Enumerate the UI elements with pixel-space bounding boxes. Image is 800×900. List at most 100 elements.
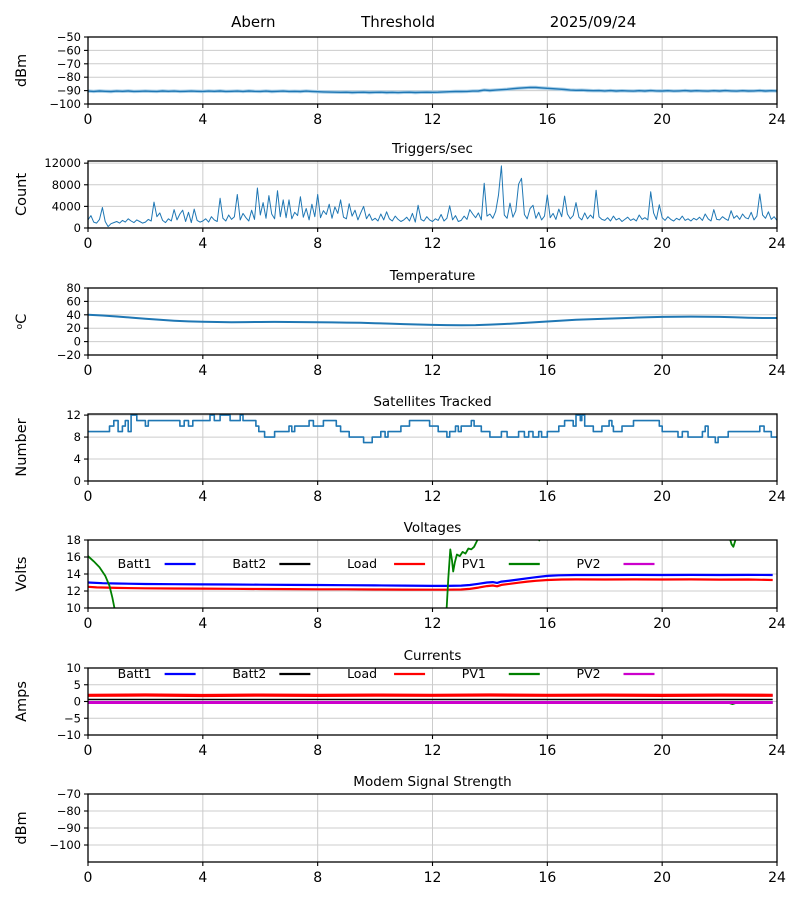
- series-Load: [88, 578, 773, 591]
- series-Load: [88, 693, 773, 698]
- y-axis-label: Number: [14, 418, 30, 476]
- x-tick-label: 20: [653, 870, 671, 886]
- x-tick-label: 24: [768, 616, 786, 632]
- series-satellites: [88, 414, 777, 444]
- legend-label-Batt1: Batt1: [118, 666, 152, 681]
- x-tick-label: 4: [198, 616, 207, 632]
- x-tick-label: 8: [313, 743, 322, 759]
- x-tick-label: 20: [653, 112, 671, 128]
- header-right: 2025/09/24: [550, 13, 636, 31]
- legend-label-PV2: PV2: [577, 666, 601, 681]
- x-tick-label: 20: [653, 616, 671, 632]
- x-tick-label: 8: [313, 363, 322, 379]
- legend-label-PV1: PV1: [462, 556, 486, 571]
- x-tick-label: 4: [198, 489, 207, 505]
- x-tick-label: 0: [84, 489, 93, 505]
- x-tick-label: 24: [768, 363, 786, 379]
- legend-label-Batt2: Batt2: [232, 556, 266, 571]
- x-tick-label: 8: [313, 236, 322, 252]
- x-tick-label: 16: [538, 743, 556, 759]
- y-tick-label: 0: [74, 221, 81, 235]
- y-tick-label: 8: [74, 430, 81, 444]
- legend-label-PV2: PV2: [577, 556, 601, 571]
- x-tick-label: 8: [313, 870, 322, 886]
- x-tick-label: 16: [538, 112, 556, 128]
- legend-label-Load: Load: [347, 556, 377, 571]
- y-tick-label: 16: [66, 550, 81, 564]
- y-tick-label: −70: [57, 787, 81, 801]
- chart-modem: 0 4 8 12 16 20 24 −70 −80 −90 −100 dBm Modem Signal …: [14, 774, 786, 886]
- x-tick-label: 4: [198, 236, 207, 252]
- y-tick-label: −20: [57, 348, 81, 362]
- header-center: Threshold: [360, 13, 435, 31]
- y-tick-label: 12: [66, 584, 81, 598]
- chart-voltages: 0 4 8 12 16 20 24 10 12 14 16 18 Volts Voltages Batt1 B…: [14, 520, 786, 632]
- y-tick-label: 0: [74, 474, 81, 488]
- legend-label-Batt2: Batt2: [232, 666, 266, 681]
- x-tick-label: 24: [768, 743, 786, 759]
- x-tick-label: 4: [198, 743, 207, 759]
- y-tick-label: 20: [66, 321, 81, 335]
- x-tick-label: 8: [313, 616, 322, 632]
- y-axis-label: Amps: [14, 681, 30, 722]
- chart-title: Triggers/sec: [391, 141, 473, 157]
- y-tick-label: 12: [66, 408, 81, 422]
- y-tick-label: 12000: [44, 156, 81, 170]
- y-tick-label: 4000: [52, 199, 81, 213]
- y-tick-label: −90: [57, 84, 81, 98]
- x-tick-label: 0: [84, 363, 93, 379]
- y-tick-label: 8000: [52, 178, 81, 192]
- x-tick-label: 12: [424, 363, 442, 379]
- x-tick-label: 16: [538, 870, 556, 886]
- x-tick-label: 4: [198, 112, 207, 128]
- y-tick-label: 18: [66, 533, 81, 547]
- y-tick-label: −90: [57, 821, 81, 835]
- legend-label-Batt1: Batt1: [118, 556, 152, 571]
- y-tick-label: −80: [57, 70, 81, 84]
- y-tick-label: 80: [66, 281, 81, 295]
- chart-satellites: 0 4 8 12 16 20 24 0 4 8 12 Number Satellites Tracked: [14, 394, 786, 505]
- x-tick-label: 24: [768, 236, 786, 252]
- y-axis-label: Volts: [14, 557, 30, 592]
- x-tick-label: 12: [424, 616, 442, 632]
- y-tick-label: −50: [57, 30, 81, 44]
- y-tick-label: 0: [74, 695, 81, 709]
- chart-currents: 0 4 8 12 16 20 24 −10 −5 0 5 10 Amps Currents Batt1 Bat…: [14, 648, 786, 759]
- y-axis-label: dBm: [14, 54, 30, 87]
- x-tick-label: 16: [538, 236, 556, 252]
- y-tick-label: −70: [57, 57, 81, 71]
- series-temperature: [88, 313, 777, 327]
- series-threshold: [88, 86, 777, 94]
- y-axis-label: dBm: [14, 811, 30, 844]
- x-tick-label: 20: [653, 743, 671, 759]
- x-tick-label: 0: [84, 870, 93, 886]
- x-tick-label: 12: [424, 870, 442, 886]
- series-Batt1: [88, 573, 773, 587]
- y-tick-label: 14: [66, 567, 81, 581]
- y-tick-label: 40: [66, 308, 81, 322]
- y-axis-label: oC: [14, 314, 30, 330]
- y-tick-label: −100: [49, 838, 81, 852]
- x-tick-label: 12: [424, 112, 442, 128]
- chart-title: Satellites Tracked: [373, 394, 491, 410]
- x-tick-label: 8: [313, 112, 322, 128]
- x-tick-label: 16: [538, 489, 556, 505]
- header-left: Abern: [231, 13, 275, 31]
- chart-title: Voltages: [404, 520, 462, 536]
- chart-title: Temperature: [389, 268, 476, 284]
- x-tick-label: 0: [84, 616, 93, 632]
- y-tick-label: 60: [66, 294, 81, 308]
- x-tick-label: 20: [653, 363, 671, 379]
- series-triggers: [88, 165, 777, 228]
- x-tick-label: 16: [538, 363, 556, 379]
- y-tick-label: −60: [57, 43, 81, 57]
- x-tick-label: 4: [198, 870, 207, 886]
- x-tick-label: 20: [653, 236, 671, 252]
- y-tick-label: 0: [74, 335, 81, 349]
- y-tick-label: 10: [66, 601, 81, 615]
- y-tick-label: −5: [64, 711, 81, 725]
- x-tick-label: 12: [424, 489, 442, 505]
- x-tick-label: 4: [198, 363, 207, 379]
